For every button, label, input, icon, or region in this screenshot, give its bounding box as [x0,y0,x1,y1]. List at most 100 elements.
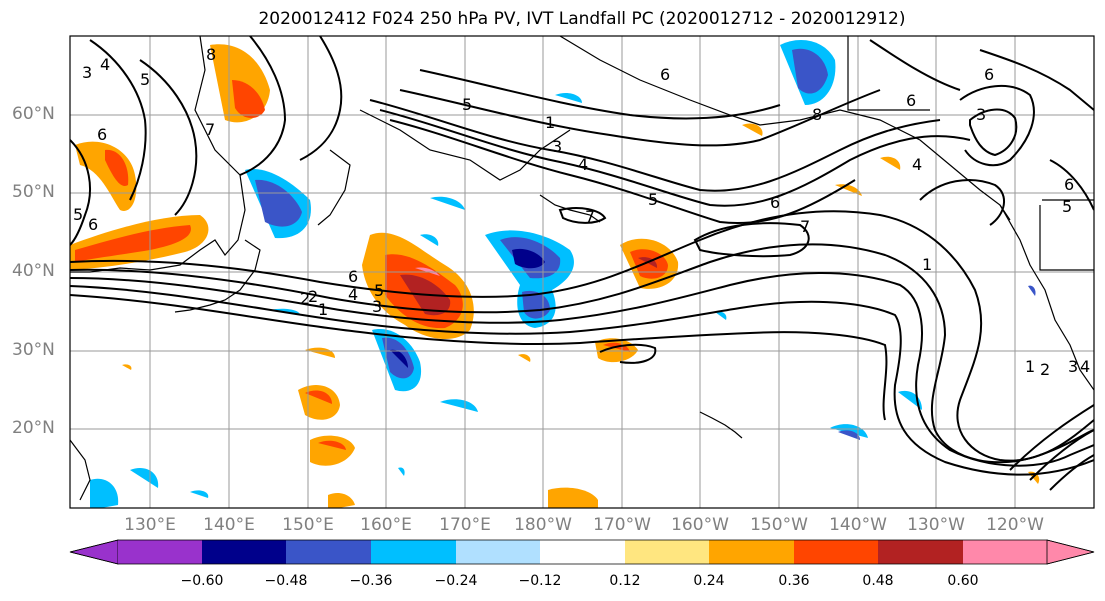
contour-label: 4 [578,155,588,174]
positive-anomaly-region [232,80,265,119]
contour-label: 8 [206,45,216,64]
contour-label: 6 [97,125,107,144]
colorbar-segment [202,540,286,564]
positive-anomaly-region [318,440,346,450]
contour-labels: 3 4 5 6 7 8 6 5 6 4 2 1 3 5 2 1 3 4 5 6 … [73,45,1090,379]
pv-contour [239,36,287,176]
contour-label: 3 [372,297,382,316]
colorbar-segment [709,540,794,564]
contour-label: 4 [348,285,358,304]
negative-anomaly-region [90,478,119,508]
colorbar-segment [456,540,540,564]
positive-anomaly-region [305,390,332,404]
positive-anomaly-region [105,149,129,186]
contour-label: 4 [912,155,922,174]
negative-anomaly-region [382,337,414,379]
negative-anomaly-region [130,468,159,488]
pv-contour [139,59,198,216]
pv-contour [869,39,961,91]
negative-anomaly-region [430,196,465,210]
negative-anomaly-region [440,399,478,412]
colorbar-tick-label: −0.48 [264,573,308,589]
colorbar-segment [540,540,625,564]
colorbar-segment [794,540,878,564]
negative-anomaly-region [190,490,209,498]
contour-label: 2 [300,289,310,308]
positive-anomaly-region [328,493,355,508]
contour-label: 1 [318,300,328,319]
pv-contour [959,84,1035,167]
pv-contour [89,39,147,201]
colorbar-extend-left [69,539,119,565]
lon-label: 150°E [282,515,334,535]
colorbar-segment [963,540,1047,564]
pv-contour [70,285,1094,476]
pv-contours [70,36,1094,491]
negative-anomaly-region [792,48,828,94]
pv-contour [1049,159,1094,211]
colorbar-tick-label: 0.24 [693,573,725,589]
colorbar-tick-label: −0.36 [349,573,393,589]
negative-anomaly-region [390,349,408,368]
positive-anomaly-region [742,123,763,136]
negative-anomaly-region [512,248,545,269]
contour-label: 6 [348,267,358,286]
coastlines [70,36,1094,501]
chart-title: 2020012412 F024 250 hPa PV, IVT Landfall… [258,9,906,29]
lon-label: 170°E [439,515,491,535]
pv-contour [369,99,941,192]
colorbar [69,539,1095,565]
contour-label: 7 [800,217,810,236]
contour-label: 5 [648,190,658,209]
pv-contour [70,139,91,246]
lat-label: 50°N [12,182,55,202]
contour-label: 1 [922,255,932,274]
contour-label: 3 [82,63,92,82]
negative-anomaly-region [398,467,405,476]
pv-contour [399,89,881,147]
contour-label: 2 [1040,360,1050,379]
contour-label: 3 [1068,357,1078,376]
lon-label: 160°W [671,515,729,535]
colorbar-tick-label: 0.12 [609,573,641,589]
positive-anomaly-region [548,487,598,508]
pv-contour [1029,429,1094,481]
colorbar-outline [69,539,1095,565]
colorbar-tick-label: 0.36 [778,573,810,589]
pv-contour [693,222,810,258]
negative-anomaly-region [1028,285,1036,296]
pv-contour [70,210,1094,462]
pc-anomaly-fills [70,40,1040,508]
colorbar-segment [878,540,963,564]
pv-contour [558,207,607,224]
coastline-asia [70,36,246,273]
colorbar-extend-right [1046,539,1095,565]
colorbar-tick-label: 0.48 [862,573,894,589]
state-border [847,36,1094,271]
pv-contour [389,119,856,224]
negative-anomaly-region [555,92,582,103]
lat-label: 20°N [12,418,55,438]
colorbar-segment [371,540,456,564]
contour-label: 1 [1025,357,1035,376]
positive-anomaly-region [122,364,132,370]
lon-label: 170°W [593,515,651,535]
negative-anomaly-region [838,430,860,440]
lat-label: 30°N [12,340,55,360]
pv-contour [1009,404,1094,471]
pv-contour [599,343,657,364]
coastline-hawaii [699,411,743,439]
lon-label: 140°E [203,515,255,535]
coastline-philippines [70,439,91,501]
positive-anomaly-region [518,354,531,362]
positive-anomaly-region [305,347,335,358]
lat-label: 40°N [12,261,55,281]
negative-anomaly-region [255,179,302,227]
coastline-kamchatka [317,149,351,226]
contour-label: 6 [770,193,780,212]
colorbar-tick-label: −0.12 [518,573,562,589]
contour-label: 3 [552,137,562,156]
contour-label: 5 [462,95,472,114]
contour-label: 6 [88,215,98,234]
negative-anomaly-region [420,234,439,246]
